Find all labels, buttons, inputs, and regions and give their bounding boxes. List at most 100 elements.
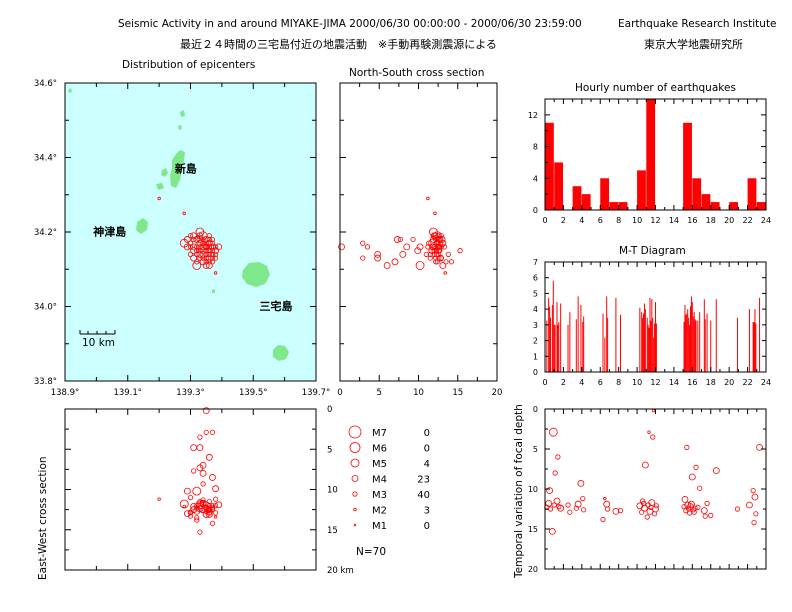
ns-point [338, 243, 345, 251]
epicenter-point [206, 236, 212, 243]
depth-point [700, 507, 708, 515]
epicenter-point [205, 254, 213, 262]
depth-point [577, 479, 585, 487]
ns-point [383, 262, 391, 269]
ew-point [196, 444, 204, 452]
mt-x-tick-label: 22 [742, 378, 752, 387]
ew-y-tick-label: 10 [327, 486, 338, 496]
epicenter-point [187, 244, 194, 250]
map-title: Distribution of epicenters [122, 59, 255, 71]
ew-point [209, 474, 216, 481]
ns-point [397, 236, 404, 243]
hist-x-tick-label: 10 [632, 216, 642, 225]
mt-x-tick-label: 20 [724, 378, 734, 387]
depth-point [546, 487, 554, 495]
depth-point [686, 510, 693, 516]
depth-point [688, 500, 695, 508]
mt-y-tick-label: 5 [533, 289, 538, 298]
ns-point [415, 261, 425, 270]
hist-bar [554, 162, 564, 210]
map-x-tick-label: 139.5° [239, 388, 268, 398]
hist-x-tick-label: 2 [561, 216, 566, 225]
ns-title: North-South cross section [349, 67, 484, 79]
ew-point [215, 501, 223, 509]
map-y-tick-label: 34.0° [34, 303, 57, 313]
depth-y-tick-label: 10 [528, 485, 538, 494]
epicenter-point [194, 251, 200, 257]
islet-b [156, 183, 164, 190]
ew-points [157, 407, 223, 535]
depth-point [552, 470, 558, 476]
depth-point [697, 485, 703, 491]
ns-point [441, 244, 448, 250]
hist-title: Hourly number of earthquakes [575, 82, 736, 94]
kozushima-island [136, 218, 148, 234]
depth-point [647, 430, 651, 434]
ns-point [426, 196, 430, 201]
hist-bar [545, 122, 554, 210]
epicenter-point [190, 247, 198, 255]
epicenter-point [203, 248, 209, 254]
epicenter-point [203, 240, 209, 246]
ns-point [439, 239, 447, 247]
depth-points [544, 408, 763, 535]
depth-y-tick-label: 0 [533, 405, 538, 414]
ew-point [183, 487, 191, 495]
legend-symbol [353, 523, 357, 527]
depth-point [636, 502, 644, 510]
map-y-tick-label: 34.6° [34, 79, 57, 89]
ns-point [393, 236, 401, 243]
ew-point [190, 444, 198, 452]
depth-title: Temporal variation of focal depth [513, 404, 525, 579]
depth-y-tick-label: 15 [528, 525, 538, 534]
epicenter-point [187, 233, 194, 239]
scale-bar: 10 km [79, 330, 116, 349]
hist-bar [618, 202, 628, 210]
ew-panel: 0 5 10 15 20 km [64, 405, 354, 576]
islet-e [68, 88, 72, 93]
mt-x-tick-label: 8 [616, 378, 621, 387]
legend-count: 23 [417, 475, 430, 486]
ew-point [194, 517, 200, 523]
ew-point [191, 468, 197, 474]
ew-point [203, 429, 209, 435]
hist-y-tick-label: 12 [528, 111, 538, 120]
ew-point [179, 499, 189, 509]
ns-frame [339, 82, 498, 382]
ew-point [209, 520, 216, 526]
hist-bar [710, 202, 720, 210]
depth-point [567, 509, 573, 515]
legend-label: M2 [372, 506, 387, 517]
ew-point [187, 513, 194, 519]
map-y-tick-label: 34.2° [34, 228, 57, 238]
ew-point [200, 481, 206, 487]
ew-point [197, 434, 203, 440]
ns-point [443, 271, 447, 275]
mt-y-tick-label: 6 [533, 274, 538, 283]
legend-symbol [349, 442, 361, 453]
ns-point [431, 248, 437, 254]
epicenter-point [198, 231, 208, 241]
hist-bar [747, 178, 757, 210]
ns-point [436, 255, 442, 261]
depth-point [547, 506, 554, 512]
epicenter-point [200, 255, 206, 261]
epicenter-point [197, 244, 203, 250]
depth-frame [544, 408, 767, 570]
legend-symbol [350, 458, 360, 468]
depth-point [548, 427, 558, 437]
map-x-tick-label: 139.1° [113, 388, 142, 398]
depth-point [688, 473, 696, 481]
mt-y-tick-label: 4 [533, 305, 538, 314]
ns-x-tick-label: 5 [377, 388, 382, 398]
depth-point [695, 504, 701, 510]
legend-count: 0 [424, 444, 430, 455]
mt-title: M-T Diagram [619, 245, 686, 257]
legend-count: 0 [424, 428, 430, 439]
islet-c [180, 110, 185, 117]
miyakejima-island [242, 262, 270, 287]
depth-point [684, 444, 690, 450]
mt-x-tick-label: 12 [650, 378, 660, 387]
hist-y-tick-label: 8 [533, 143, 538, 152]
